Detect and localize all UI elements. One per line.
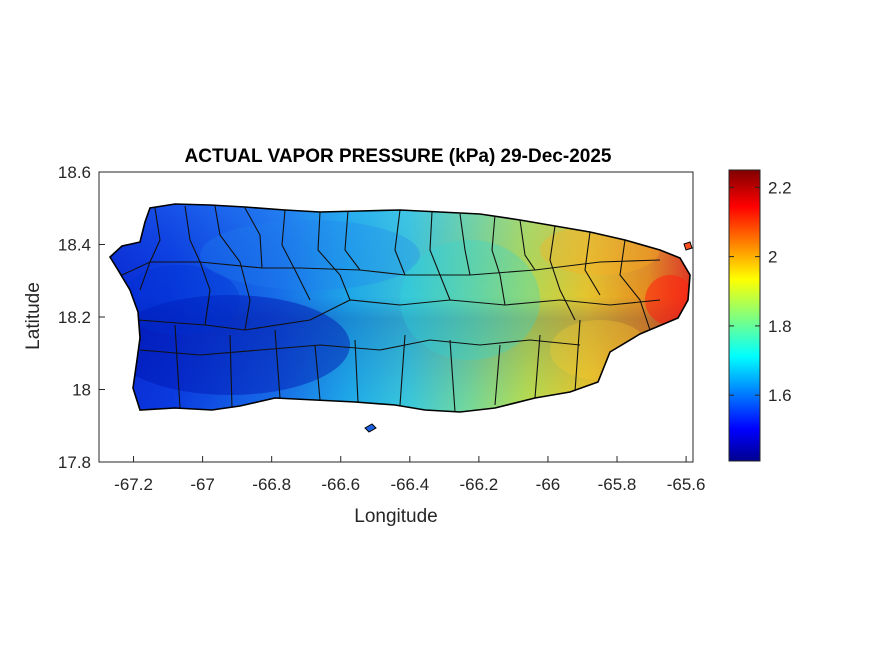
y-tick-label: 18.4	[58, 236, 91, 255]
y-tick-label: 18.6	[58, 163, 91, 182]
x-tick-label: -65.6	[667, 475, 706, 494]
y-tick-label: 17.8	[58, 453, 91, 472]
x-axis-label: Longitude	[354, 506, 437, 527]
colorbar	[728, 169, 761, 462]
x-tick-label: -67.2	[114, 475, 153, 494]
colorbar-tick-label: 2	[768, 248, 777, 267]
x-tick-label: -66.4	[390, 475, 429, 494]
islet-east	[683, 241, 693, 251]
colorbar-tick-label: 2.2	[768, 178, 792, 197]
x-tick-label: -66.6	[321, 475, 360, 494]
vapor-pressure-field	[110, 204, 690, 412]
x-tick-label: -66	[536, 475, 561, 494]
chart-title: ACTUAL VAPOR PRESSURE (kPa) 29-Dec-2025	[185, 146, 612, 167]
y-axis-label: Latitude	[23, 282, 44, 350]
y-tick-label: 18.2	[58, 308, 91, 327]
colorbar-tick-label: 1.8	[768, 317, 792, 336]
x-tick-label: -66.8	[252, 475, 291, 494]
x-axis-ticks: -67.2 -67 -66.8 -66.6 -66.4 -66.2 -66 -65.8 -65.…	[114, 456, 705, 494]
y-axis-ticks: 18.6 18.4 18.2 18 17.8	[58, 163, 105, 472]
x-tick-label: -66.2	[460, 475, 499, 494]
islet-caja-de-muertos	[364, 423, 377, 433]
municipal-boundaries	[121, 205, 661, 412]
colorbar-tick-label: 1.6	[768, 386, 792, 405]
y-tick-label: 18	[72, 381, 91, 400]
x-tick-label: -65.8	[598, 475, 637, 494]
x-tick-label: -67	[190, 475, 215, 494]
colorbar-ticks: 2.2 2 1.8 1.6	[729, 178, 792, 405]
